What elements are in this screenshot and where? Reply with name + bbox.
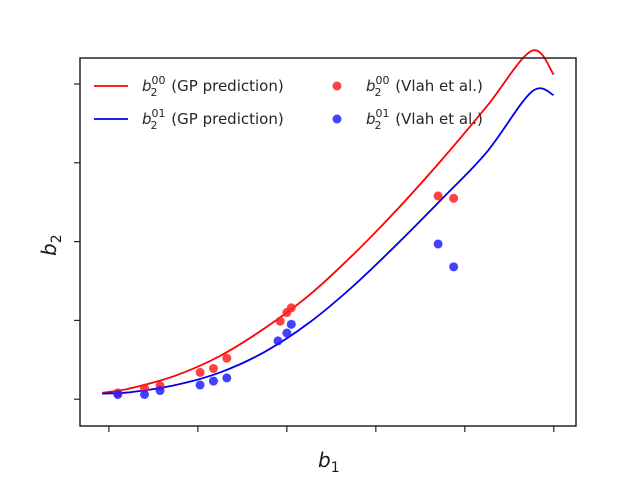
series-line-0 (102, 49, 555, 394)
series-layer (102, 49, 555, 399)
data-point-s2-10 (449, 193, 459, 203)
data-point-s2-5 (222, 353, 232, 363)
y-axis-label: b2 (37, 234, 65, 256)
data-point-s2-6 (275, 316, 285, 326)
plot-frame (79, 57, 577, 427)
data-point-s2-9 (433, 191, 443, 201)
data-point-s2-4 (208, 363, 218, 373)
data-point-s3-8 (286, 319, 296, 329)
data-point-s3-5 (222, 373, 232, 383)
y-axis-ticks (74, 83, 80, 400)
data-point-s3-1 (140, 389, 150, 399)
data-point-s3-4 (208, 376, 218, 386)
data-point-s3-3 (195, 380, 205, 390)
legend-label-l0: b00 2 (GP prediction) (142, 74, 284, 99)
data-point-s3-9 (433, 239, 443, 249)
legend: b00 2 (GP prediction) b01 2 (GP prediction)… (94, 74, 483, 132)
data-point-s2-3 (195, 367, 205, 377)
data-point-s3-7 (282, 328, 292, 338)
data-point-s2-8 (286, 303, 296, 313)
legend-label-l1: b01 2 (GP prediction) (142, 107, 284, 132)
data-point-s3-6 (273, 336, 283, 346)
x-axis-label: b1 (318, 448, 340, 476)
legend-marker-p0 (332, 81, 342, 91)
legend-marker-p1 (332, 114, 342, 124)
plot-area (80, 58, 576, 426)
x-axis-ticks (108, 426, 555, 432)
data-point-s2-1 (140, 383, 150, 393)
legend-label-p1: b01 2 (Vlah et al.) (366, 107, 483, 132)
legend-label-p0: b00 2 (Vlah et al.) (366, 74, 483, 99)
series-line-1 (102, 87, 555, 395)
data-point-s3-0 (113, 389, 123, 399)
data-point-s3-10 (449, 262, 459, 272)
data-point-s3-2 (155, 386, 165, 396)
